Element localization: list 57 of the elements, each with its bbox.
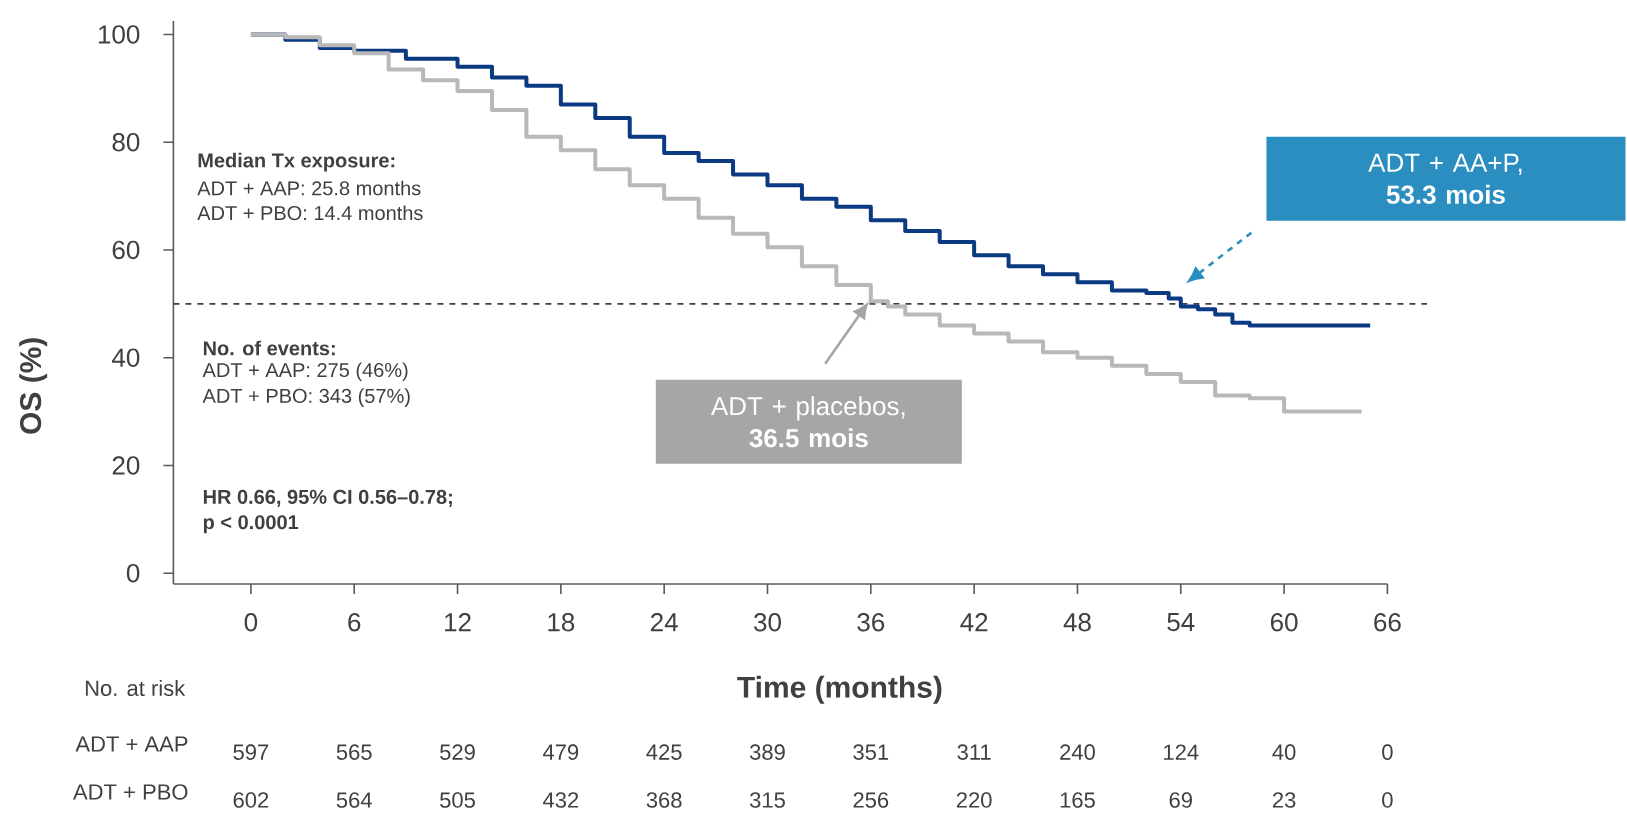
x-tick-label: 60 (1270, 613, 1298, 632)
text: 529 (440, 744, 475, 760)
annotation: ADT + placebos, 36.5 mois (710, 396, 905, 448)
x-tick-label: 66 (1374, 613, 1401, 632)
text: 351 (853, 744, 889, 760)
y-tick-label: 40 (112, 348, 140, 367)
text: 40 (1272, 744, 1296, 760)
y-tick-label: 20 (112, 456, 140, 475)
annotation: ADT + AA+P, 53.3 mois (1368, 153, 1522, 204)
text: No. at risk (85, 679, 186, 697)
text: ADT + AAP (75, 736, 188, 752)
x-tick-label: 42 (960, 613, 988, 632)
text: 368 (646, 792, 682, 808)
text: 165 (1060, 792, 1095, 808)
text: 505 (440, 792, 475, 808)
x-tick-label: 48 (1063, 613, 1091, 632)
y-tick-label: 80 (112, 133, 140, 152)
annotation: ADT + PBO: 14.4 months (197, 205, 423, 221)
text: 311 (957, 744, 991, 760)
text: 425 (646, 744, 682, 760)
x-tick-label: 18 (548, 613, 575, 632)
y-axis-title: OS (%) (19, 338, 48, 434)
text: 597 (233, 744, 269, 760)
y-tick-label: 0 (126, 564, 140, 583)
x-tick-label: 12 (445, 613, 471, 632)
text: 432 (543, 792, 579, 808)
text: 69 (1169, 792, 1192, 808)
text: 220 (956, 792, 992, 808)
x-tick-label: 54 (1167, 613, 1195, 632)
text: 389 (749, 744, 785, 760)
text: 602 (233, 792, 269, 808)
x-axis-title: Time (months) (737, 675, 942, 704)
x-tick-label: 30 (754, 613, 781, 632)
text: 124 (1164, 744, 1199, 760)
x-tick-label: 0 (244, 613, 258, 632)
text: 0 (1382, 792, 1393, 808)
y-tick-label: 60 (112, 240, 140, 260)
annotation: HR 0.66, 95% CI 0.56–0.78; (203, 489, 452, 507)
text: ADT + PBO (73, 784, 188, 800)
text: 315 (749, 792, 785, 808)
text: 0 (1382, 744, 1393, 760)
text: 256 (853, 792, 889, 808)
annotation: p < 0.0001 (203, 515, 299, 534)
x-tick-label: 24 (651, 613, 678, 632)
y-tick-label: 100 (98, 25, 140, 44)
text: 23 (1272, 792, 1296, 808)
annotation: ADT + AAP: 25.8 months (197, 180, 421, 196)
text: 240 (1060, 744, 1095, 760)
text: 564 (336, 792, 372, 808)
x-tick-label: 36 (857, 613, 885, 632)
text: 565 (336, 744, 372, 760)
annotation: ADT + AAP: 275 (46%) (202, 362, 408, 382)
annotation: Median Tx exposure: (198, 152, 395, 172)
text: 479 (543, 744, 579, 760)
x-tick-label: 6 (348, 613, 361, 632)
annotation: No. of events: (203, 340, 335, 356)
annotation: ADT + PBO: 343 (57%) (202, 388, 410, 407)
